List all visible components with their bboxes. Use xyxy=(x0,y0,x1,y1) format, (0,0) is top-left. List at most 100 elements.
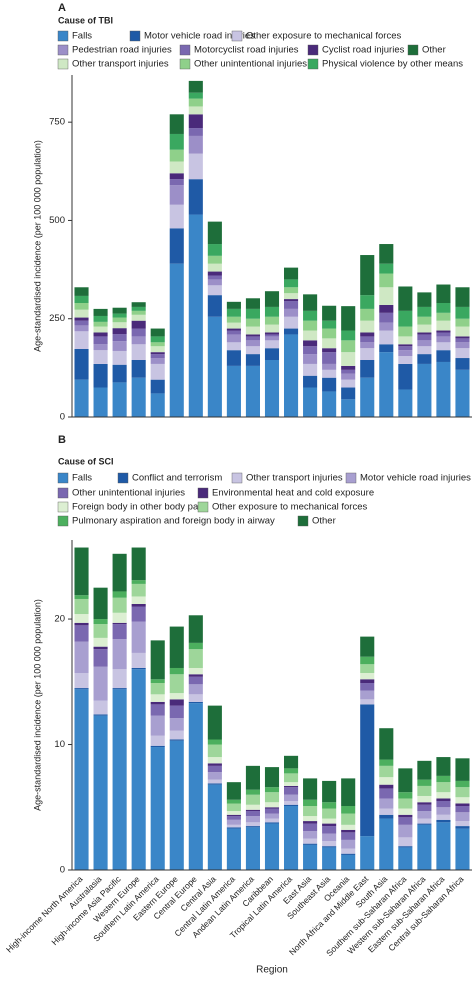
legend-swatch xyxy=(179,58,191,70)
bar-segment xyxy=(207,784,222,870)
bar-segment xyxy=(379,777,394,785)
bar-segment xyxy=(131,306,146,311)
bar-segment xyxy=(455,358,470,370)
bar-segment xyxy=(188,214,203,417)
y-axis-label: Age-standardised incidence (per 100 000 … xyxy=(32,140,42,352)
bar-segment xyxy=(455,787,470,798)
bar-segment xyxy=(131,360,146,378)
bar-segment xyxy=(245,794,260,805)
bar-segment xyxy=(398,326,413,337)
bar-segment xyxy=(188,153,203,180)
bar-segment xyxy=(150,358,165,364)
bar-segment xyxy=(341,778,356,807)
bar-segment xyxy=(226,365,241,417)
bar-segment xyxy=(112,669,127,689)
bar-segment xyxy=(74,625,89,642)
bar-segment xyxy=(417,340,432,347)
y-tick-label: 250 xyxy=(49,313,65,324)
bar-segment xyxy=(303,346,318,355)
bar-segment xyxy=(284,267,299,280)
bar-segment xyxy=(112,328,127,335)
bar-segment xyxy=(398,824,413,838)
bar-segment xyxy=(74,320,89,326)
bar-segment xyxy=(398,846,413,848)
bar-segment xyxy=(417,824,432,870)
bar-segment xyxy=(341,829,356,833)
bar-segment xyxy=(112,624,127,640)
bar-segment xyxy=(303,838,318,844)
bar-segment xyxy=(455,287,470,307)
bar-segment xyxy=(131,669,146,870)
bar-segment xyxy=(322,305,337,321)
bar-segment xyxy=(226,301,241,309)
bar-segment xyxy=(226,814,241,817)
bar-segment xyxy=(303,387,318,417)
bar-segment xyxy=(131,603,146,607)
bar-segment xyxy=(455,338,470,343)
bar-segment xyxy=(207,757,222,764)
bar-segment xyxy=(150,715,165,736)
bar-segment xyxy=(322,352,337,364)
bar-segment xyxy=(398,350,413,357)
bar-segment xyxy=(112,317,127,323)
bar-segment xyxy=(93,336,108,345)
bar-segment xyxy=(436,320,451,331)
bar-segment xyxy=(207,279,222,286)
bar-segment xyxy=(322,338,337,349)
bar-segment xyxy=(303,843,318,845)
bar-segment xyxy=(303,310,318,321)
bar-segment xyxy=(322,841,337,847)
bar-segment xyxy=(188,135,203,154)
bar-segment xyxy=(264,787,280,793)
bar-segment xyxy=(360,679,375,684)
bar-segment xyxy=(226,827,241,829)
bar-segment xyxy=(417,316,432,325)
bar-segment xyxy=(245,334,260,337)
legend-label: Motor vehicle road injuries xyxy=(360,473,471,484)
bar-segment xyxy=(436,332,451,337)
bar-segment xyxy=(341,854,356,870)
bar-segment xyxy=(417,324,432,333)
panel-label: A xyxy=(58,2,66,14)
bar-segment xyxy=(93,315,108,322)
bar-segment xyxy=(169,718,184,731)
bar-segment xyxy=(436,361,451,417)
bar-segment xyxy=(207,763,222,766)
bar-segment xyxy=(341,832,356,840)
bar-segment xyxy=(436,782,451,793)
bar-segment xyxy=(93,344,108,351)
bar-segment xyxy=(284,755,299,769)
bar-segment xyxy=(303,363,318,376)
legend-label: Pulmonary aspiration and foreign body in… xyxy=(72,516,275,527)
x-tick-label: High-income North America xyxy=(4,874,85,955)
bar-segment xyxy=(245,346,260,355)
bar-segment xyxy=(169,699,184,706)
bar-segment xyxy=(74,547,89,596)
bar-segment xyxy=(226,316,241,323)
bar-segment xyxy=(322,348,337,353)
bar-segment xyxy=(455,318,470,327)
bar-segment xyxy=(74,348,89,380)
bar-segment xyxy=(131,580,146,584)
bar-segment xyxy=(341,352,356,366)
bar-segment xyxy=(417,779,432,786)
bar-segment xyxy=(322,377,337,392)
bar-segment xyxy=(398,344,413,347)
bar-segment xyxy=(379,263,394,274)
x-axis-label: Region xyxy=(256,965,288,976)
bar-segment xyxy=(360,377,375,417)
bar-segment xyxy=(379,759,394,766)
bar-segment xyxy=(131,596,146,604)
bar-segment xyxy=(303,831,318,839)
bar-segment xyxy=(284,308,299,317)
bar-segment xyxy=(360,836,375,870)
bar-segment xyxy=(398,817,413,825)
bar-segment xyxy=(131,667,146,670)
bar-segment xyxy=(303,340,318,347)
bar-segment xyxy=(398,389,413,417)
bar-segment xyxy=(284,800,299,805)
bar-segment xyxy=(74,622,89,626)
legend-swatch xyxy=(117,472,129,484)
bar-segment xyxy=(455,758,470,781)
